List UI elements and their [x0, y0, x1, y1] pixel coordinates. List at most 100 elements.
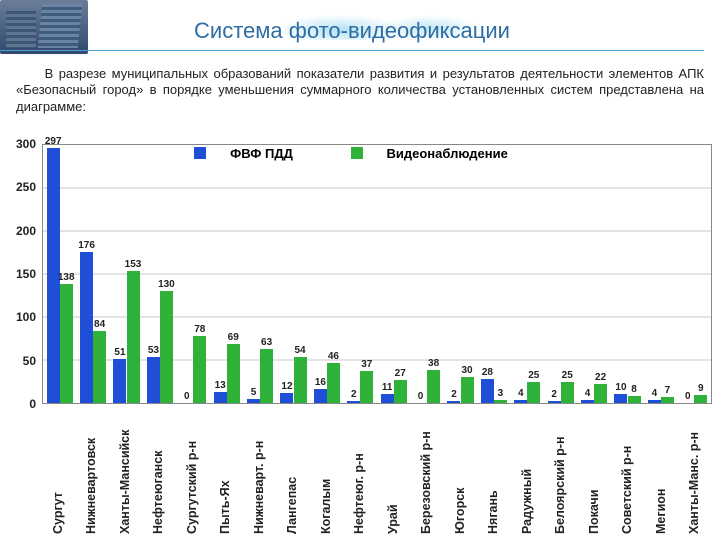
y-tick-label: 150 [16, 267, 36, 281]
bar-value-label: 9 [698, 383, 704, 394]
bar [581, 400, 594, 403]
page-title: Система фото-видеофиксации [0, 18, 704, 51]
bar-value-label: 69 [228, 332, 239, 343]
bar-value-label: 0 [184, 391, 190, 402]
bar [147, 357, 160, 403]
bar-value-label: 38 [428, 358, 439, 369]
bar [113, 359, 126, 403]
x-tick-label: Нефтеюг. р-н [352, 410, 366, 534]
bar [80, 252, 93, 403]
bar [447, 401, 460, 403]
bar [294, 357, 307, 403]
bar-value-label: 25 [528, 370, 539, 381]
x-tick-label: Ханты-Мансийск [118, 410, 132, 534]
x-tick-label: Урай [386, 410, 400, 534]
bar-value-label: 84 [94, 319, 105, 330]
bar-value-label: 53 [148, 345, 159, 356]
bar-value-label: 51 [114, 347, 125, 358]
x-tick-label: Нижневарт. р-н [252, 410, 266, 534]
bar-value-label: 3 [498, 388, 504, 399]
bar-value-label: 63 [261, 337, 272, 348]
y-axis-labels: 050100150200250300 [6, 144, 40, 404]
x-tick-label: Сургутский р-н [185, 410, 199, 534]
bar-value-label: 0 [418, 391, 424, 402]
bar [661, 397, 674, 403]
bar [93, 331, 106, 403]
x-tick-label: Покачи [587, 410, 601, 534]
bar [394, 380, 407, 403]
bar [247, 399, 260, 403]
bar [347, 401, 360, 403]
x-tick-label: Нягань [486, 410, 500, 534]
y-tick-label: 250 [16, 180, 36, 194]
x-axis-labels: Сургут Нижневартовск Ханты-Мансийск Нефтеюг… [42, 406, 712, 534]
bar-value-label: 4 [518, 388, 524, 399]
bar-value-label: 46 [328, 351, 339, 362]
bar [614, 394, 627, 403]
bar [360, 371, 373, 403]
bar [694, 395, 707, 403]
bar-value-label: 11 [382, 382, 393, 393]
bar [260, 349, 273, 403]
bar-value-label: 22 [595, 372, 606, 383]
x-tick-label: Югорск [453, 410, 467, 534]
bar [461, 377, 474, 403]
x-tick-label: Сургут [51, 410, 65, 534]
bar-value-label: 2 [451, 389, 457, 400]
bar-value-label: 8 [631, 384, 637, 395]
bar-chart: ФВФ ПДД Видеонаблюдение 0501001502002503… [6, 144, 714, 534]
bar [314, 389, 327, 403]
x-tick-label: Советский р-н [620, 410, 634, 534]
bar [193, 336, 206, 403]
bar [214, 392, 227, 403]
y-tick-label: 100 [16, 310, 36, 324]
x-tick-label: Мегион [654, 410, 668, 534]
bar-value-label: 176 [78, 240, 95, 251]
x-tick-label: Пыть-Ях [218, 410, 232, 534]
bar [160, 291, 173, 403]
bar [227, 344, 240, 403]
bar [648, 400, 661, 403]
bar-value-label: 2 [551, 389, 557, 400]
bar-value-label: 153 [125, 259, 142, 270]
bar [527, 382, 540, 404]
x-tick-label: Белоярский р-н [553, 410, 567, 534]
bar [127, 271, 140, 403]
bar-value-label: 130 [158, 279, 175, 290]
bar [561, 382, 574, 404]
x-tick-label: Когалым [319, 410, 333, 534]
bar [628, 396, 641, 403]
description-text: В разрезе муниципальных образований пока… [16, 66, 704, 115]
bar-value-label: 25 [562, 370, 573, 381]
y-tick-label: 200 [16, 224, 36, 238]
bar-value-label: 16 [315, 377, 326, 388]
bar-value-label: 138 [58, 272, 75, 283]
bar-value-label: 7 [665, 385, 671, 396]
bar-value-label: 37 [361, 359, 372, 370]
bar-value-label: 13 [215, 380, 226, 391]
x-tick-label: Березовский р-н [419, 410, 433, 534]
bar [381, 394, 394, 403]
bar-value-label: 0 [685, 391, 691, 402]
bar-value-label: 5 [251, 387, 257, 398]
bar-value-label: 54 [294, 345, 305, 356]
bar-value-label: 297 [45, 136, 62, 147]
bar [548, 401, 561, 403]
bar [427, 370, 440, 403]
bar-value-label: 4 [585, 388, 591, 399]
bar-value-label: 28 [482, 367, 493, 378]
y-tick-label: 50 [23, 354, 36, 368]
x-tick-label: Ханты-Манс. р-н [687, 410, 701, 534]
bar-value-label: 78 [194, 324, 205, 335]
bar [514, 400, 527, 403]
bar-value-label: 10 [615, 382, 626, 393]
x-tick-label: Нижневартовск [84, 410, 98, 534]
bar-value-label: 12 [281, 381, 292, 392]
bar [481, 379, 494, 403]
bar [60, 284, 73, 403]
bar [594, 384, 607, 403]
bar-value-label: 4 [652, 388, 658, 399]
x-tick-label: Лангепас [285, 410, 299, 534]
bar [327, 363, 340, 403]
plot-area: 2971381768451153531300781369563125416462… [42, 144, 712, 404]
